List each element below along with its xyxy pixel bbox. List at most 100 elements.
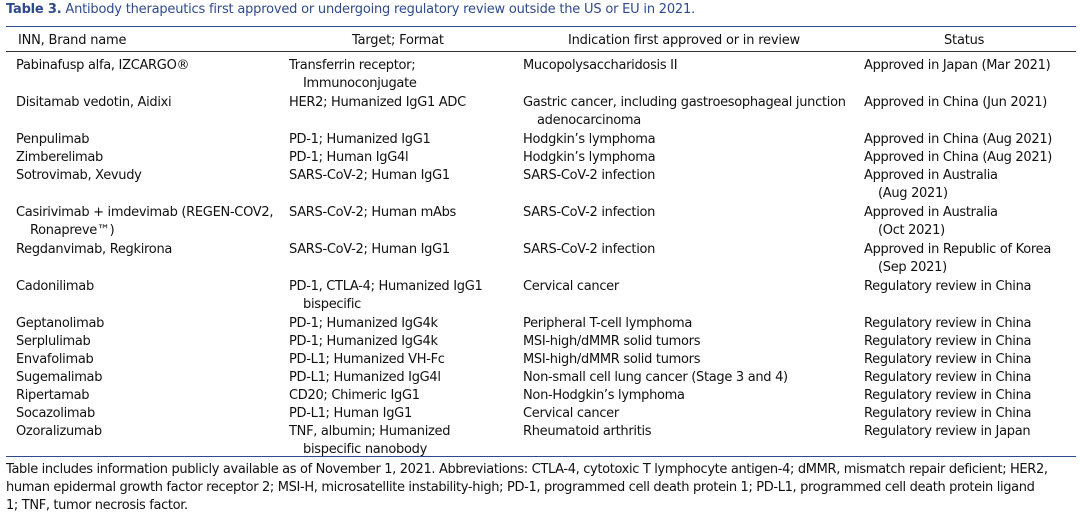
cell-line: PD-L1; Human IgG1	[289, 406, 412, 421]
cell-line: Regulatory review in China	[864, 352, 1032, 367]
cell-line: Rheumatoid arthritis	[523, 424, 652, 439]
cell-indication: Cervical cancer	[523, 405, 619, 423]
header-rule	[6, 51, 1076, 52]
cell-target: PD-1; Humanized IgG4k	[289, 333, 438, 351]
cell-line: Zimberelimab	[16, 150, 103, 165]
cell-line: PD-1, CTLA-4; Humanized IgG1	[289, 279, 483, 294]
cell-line: SARS-CoV-2; Human IgG1	[289, 168, 450, 183]
cell-status: Approved in Australia (Aug 2021)	[864, 167, 998, 203]
cell-line: (Oct 2021)	[878, 223, 945, 238]
cell-line: SARS-CoV-2 infection	[523, 242, 656, 257]
table-caption: Table 3. Antibody therapeutics first app…	[6, 2, 695, 17]
cell-line: Hodgkin’s lymphoma	[523, 132, 656, 147]
cell-line: TNF, albumin; Humanized	[289, 424, 451, 439]
cell-line: Non-Hodgkin’s lymphoma	[523, 388, 685, 403]
table-row: Penpulimab PD-1; Humanized IgG1 Hodgkin’s …	[6, 131, 1076, 149]
cell-line: Mucopolysaccharidosis II	[523, 58, 678, 73]
cell-line: MSI-high/dMMR solid tumors	[523, 334, 701, 349]
cell-line: Cadonilimab	[16, 279, 94, 294]
cell-line: PD-1; Humanized IgG1	[289, 132, 431, 147]
cell-name: Socazolimab	[16, 405, 95, 423]
cell-line: (Sep 2021)	[878, 260, 947, 275]
top-rule	[6, 26, 1076, 27]
cell-line: Penpulimab	[16, 132, 90, 147]
cell-name: Envafolimab	[16, 351, 94, 369]
cell-status: Approved in China (Aug 2021)	[864, 149, 1052, 167]
cell-indication: Hodgkin’s lymphoma	[523, 131, 656, 149]
cell-status: Regulatory review in Japan	[864, 423, 1031, 441]
cell-line: Cervical cancer	[523, 406, 619, 421]
footnote-line: Table includes information publicly avai…	[6, 462, 1048, 477]
cell-line: Approved in China (Aug 2021)	[864, 150, 1053, 165]
cell-indication: MSI-high/dMMR solid tumors	[523, 333, 700, 351]
cell-line: (Aug 2021)	[878, 186, 948, 201]
cell-target: SARS-CoV-2; Human IgG1	[289, 241, 450, 259]
cell-status: Regulatory review in China	[864, 333, 1031, 351]
cell-line: Approved in Australia	[864, 168, 998, 183]
cell-line: Hodgkin’s lymphoma	[523, 150, 656, 165]
cell-line: Regdanvimab, Regkirona	[16, 242, 173, 257]
table-row: Pabinafusp alfa, IZCARGO® Transferrin rec…	[6, 57, 1076, 94]
cell-target: TNF, albumin; Humanized bispecific nanobo…	[289, 423, 450, 459]
cell-name: Ozoralizumab	[16, 423, 102, 441]
cell-status: Regulatory review in China	[864, 315, 1031, 333]
table-row: Disitamab vedotin, Aidixi HER2; Humanized…	[6, 94, 1076, 131]
cell-indication: SARS-CoV-2 infection	[523, 167, 655, 185]
cell-line: Serplulimab	[16, 334, 91, 349]
cell-line: Regulatory review in China	[864, 334, 1032, 349]
table-body: Pabinafusp alfa, IZCARGO® Transferrin rec…	[6, 57, 1076, 460]
cell-target: PD-1; Human IgG4l	[289, 149, 409, 167]
cell-line: Envafolimab	[16, 352, 94, 367]
cell-indication: Hodgkin’s lymphoma	[523, 149, 656, 167]
cell-target: PD-1; Humanized IgG1	[289, 131, 431, 149]
table-row: Regdanvimab, Regkirona SARS-CoV-2; Human …	[6, 241, 1076, 278]
cell-name: Zimberelimab	[16, 149, 103, 167]
cell-indication: MSI-high/dMMR solid tumors	[523, 351, 700, 369]
table-footnote: Table includes information publicly avai…	[6, 461, 1076, 515]
footnote-line: 1; TNF, tumor necrosis factor.	[6, 498, 188, 513]
cell-indication: Peripheral T-cell lymphoma	[523, 315, 692, 333]
cell-line: Approved in Australia	[864, 205, 998, 220]
cell-line: PD-L1; Humanized IgG4l	[289, 370, 441, 385]
table-row: Sotrovimab, Xevudy SARS-CoV-2; Human IgG1…	[6, 167, 1076, 204]
cell-line: Approved in Japan (Mar 2021)	[864, 58, 1051, 73]
cell-line: CD20; Chimeric IgG1	[289, 388, 420, 403]
cell-indication: Non-Hodgkin’s lymphoma	[523, 387, 685, 405]
cell-name: Regdanvimab, Regkirona	[16, 241, 172, 259]
cell-status: Approved in China (Aug 2021)	[864, 131, 1052, 149]
cell-line: Non-small cell lung cancer (Stage 3 and …	[523, 370, 788, 385]
cell-line: SARS-CoV-2; Human mAbs	[289, 205, 456, 220]
cell-line: Gastric cancer, including gastroesophage…	[523, 95, 846, 110]
table-row: Geptanolimab PD-1; Humanized IgG4k Periphe…	[6, 315, 1076, 333]
cell-line: Sotrovimab, Xevudy	[16, 168, 142, 183]
column-header-target: Target; Format	[352, 33, 444, 48]
cell-name: Disitamab vedotin, Aidixi	[16, 94, 172, 112]
cell-line: PD-1; Human IgG4l	[289, 150, 409, 165]
cell-indication: SARS-CoV-2 infection	[523, 204, 655, 222]
cell-status: Approved in China (Jun 2021)	[864, 94, 1047, 112]
cell-name: Penpulimab	[16, 131, 90, 149]
cell-line: Regulatory review in China	[864, 279, 1032, 294]
cell-line: Transferrin receptor;	[289, 58, 416, 73]
cell-target: PD-1, CTLA-4; Humanized IgG1 bispecific	[289, 278, 483, 314]
cell-status: Regulatory review in China	[864, 351, 1031, 369]
cell-line: Approved in China (Aug 2021)	[864, 132, 1053, 147]
cell-indication: SARS-CoV-2 infection	[523, 241, 655, 259]
cell-line: Casirivimab + imdevimab (REGEN-COV2,	[16, 205, 274, 220]
cell-name: Casirivimab + imdevimab (REGEN-COV2, Rona…	[16, 204, 273, 240]
cell-indication: Non-small cell lung cancer (Stage 3 and …	[523, 369, 788, 387]
cell-status: Approved in Australia (Oct 2021)	[864, 204, 998, 240]
table-row: Casirivimab + imdevimab (REGEN-COV2, Rona…	[6, 204, 1076, 241]
cell-name: Sugemalimab	[16, 369, 102, 387]
cell-line: SARS-CoV-2 infection	[523, 168, 656, 183]
cell-line: Regulatory review in China	[864, 370, 1032, 385]
cell-status: Regulatory review in China	[864, 278, 1031, 296]
column-header-indication: Indication first approved or in review	[568, 33, 800, 48]
table-row: Ripertamab CD20; Chimeric IgG1 Non-Hodgkin…	[6, 387, 1076, 405]
cell-status: Regulatory review in China	[864, 405, 1031, 423]
cell-status: Approved in Japan (Mar 2021)	[864, 57, 1051, 75]
cell-indication: Cervical cancer	[523, 278, 619, 296]
cell-target: Transferrin receptor; Immunoconjugate	[289, 57, 417, 93]
table-row: Serplulimab PD-1; Humanized IgG4k MSI-high…	[6, 333, 1076, 351]
table-row: Zimberelimab PD-1; Human IgG4l Hodgkin’s l…	[6, 149, 1076, 167]
